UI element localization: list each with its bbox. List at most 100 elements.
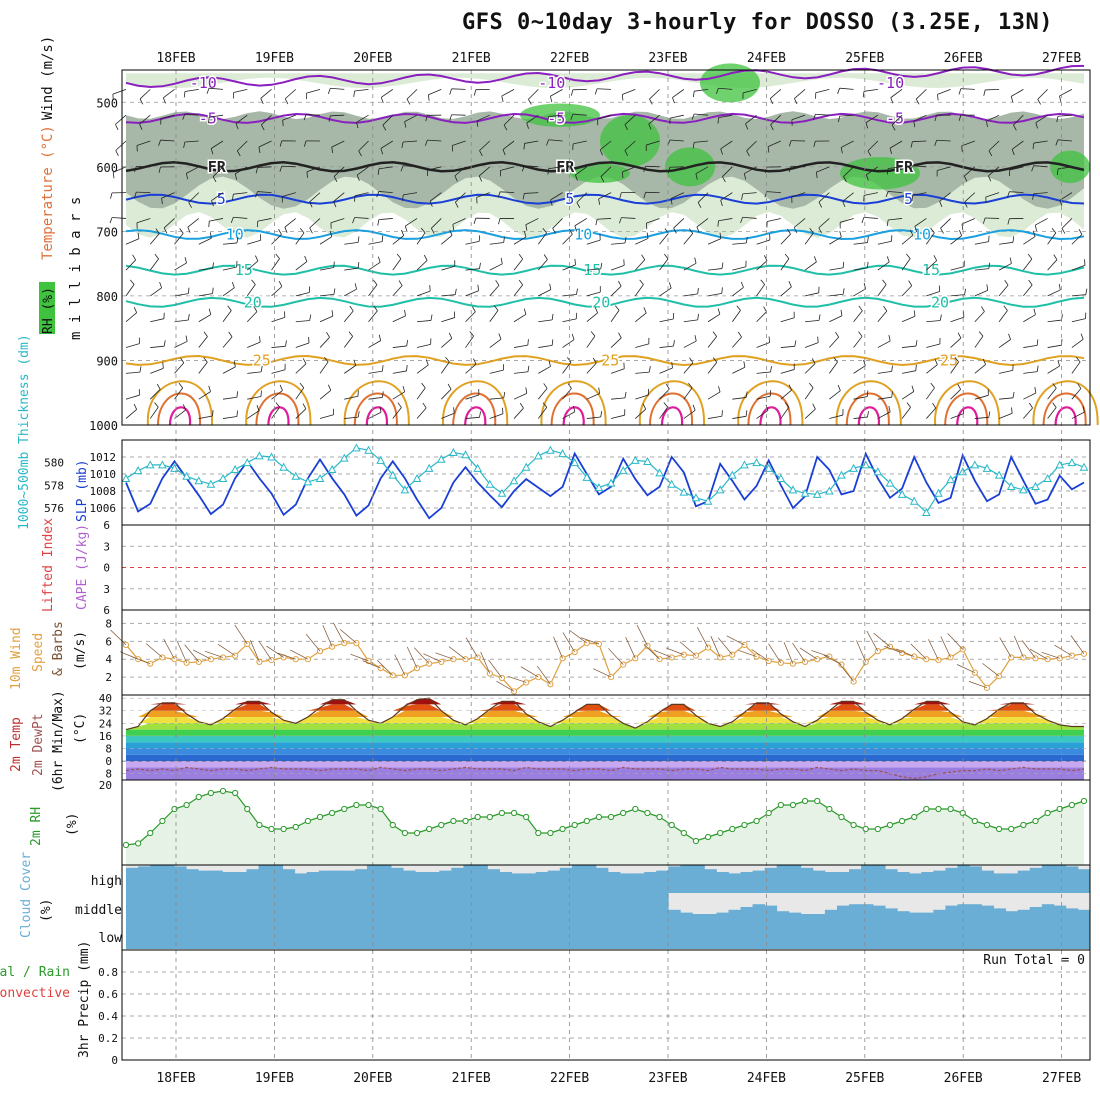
cloud-bar-low <box>138 921 150 949</box>
lifted-index-tick-label: 6 <box>103 604 110 617</box>
page-title: GFS 0~10day 3-hourly for DOSSO (3.25E, 1… <box>462 10 1053 35</box>
wind-speed-point <box>584 641 589 646</box>
cloud-bar-middle <box>933 910 945 921</box>
rh2m-point <box>839 814 844 819</box>
rh2m-point <box>378 806 383 811</box>
cloud-bar-high <box>729 873 741 893</box>
cloud-bar-high <box>403 871 415 893</box>
wind-speed-point <box>778 660 783 665</box>
cloud-bar-middle <box>825 910 837 921</box>
rh2m-point <box>1021 822 1026 827</box>
cloud-bar-low <box>620 921 632 949</box>
isotherm-label: 10 <box>226 226 244 244</box>
cloud-bar-middle <box>716 913 728 921</box>
wind-ylabel-2: Speed <box>31 633 46 672</box>
rh2m-point <box>1009 826 1014 831</box>
top-date-label: 25FEB <box>845 51 884 66</box>
cloud-bar-low <box>813 921 825 949</box>
cloud-bar-middle <box>126 893 138 921</box>
cloud-bar-middle <box>1006 911 1018 921</box>
top-date-label: 26FEB <box>944 51 983 66</box>
top-date-label: 20FEB <box>353 51 392 66</box>
cloud-bar-high <box>355 869 367 893</box>
rh2m-point <box>657 814 662 819</box>
isotherm-label: -5 <box>547 109 565 127</box>
cloud-bar-low <box>741 921 753 949</box>
wind-speed-point <box>511 689 516 694</box>
wind-barb-flag <box>307 172 308 178</box>
temperature-tick-label: 0 <box>105 755 112 768</box>
wind-barb-flag <box>111 193 112 199</box>
rh2m-point <box>269 826 274 831</box>
cloud-bar-middle <box>945 906 957 921</box>
isotherm-label: 25 <box>601 351 619 369</box>
wind-speed-point <box>378 666 383 671</box>
wind-barb-flag <box>283 120 284 126</box>
cloud-bar-high <box>271 865 283 893</box>
temperature-tick-label: 32 <box>99 705 112 718</box>
pressure-tick-label: 600 <box>96 161 118 175</box>
wind-speed-point <box>972 670 977 675</box>
wind-speed-point <box>1081 651 1086 656</box>
rh2m-point <box>802 798 807 803</box>
rh2m-ylabel: 2m RH <box>29 807 44 846</box>
wind-speed-point <box>548 682 553 687</box>
cloud-bar-middle <box>415 893 427 921</box>
cloud-bar-low <box>873 921 885 949</box>
bottom-date-label: 22FEB <box>550 1071 589 1086</box>
cloud-bar-middle <box>897 911 909 921</box>
thickness-tick-label: 578 <box>44 479 64 492</box>
cloud-bar-middle <box>789 913 801 921</box>
cloud-bar-high <box>150 865 162 893</box>
rh2m-point <box>123 842 128 847</box>
cloud-bar-middle <box>704 914 716 921</box>
wind-speed-point <box>863 659 868 664</box>
upper-ylabel-millibars: m i l l i b a r s <box>68 197 84 340</box>
wind-speed-point <box>596 641 601 646</box>
wind-speed-point <box>414 666 419 671</box>
rh2m-point <box>536 830 541 835</box>
precip-legend-total: Total / Rain <box>0 965 70 980</box>
cloud-bar-high <box>680 865 692 893</box>
rh2m-point <box>487 814 492 819</box>
cloud-bar-low <box>1054 921 1066 949</box>
rh2m-point <box>245 806 250 811</box>
cloud-bar-middle <box>234 893 246 921</box>
cloud-bar-middle <box>512 893 524 921</box>
cloud-bar-middle <box>283 893 295 921</box>
isotherm-label: -10 <box>190 74 217 92</box>
rh2m-point <box>439 822 444 827</box>
cloud-bar-high <box>825 872 837 893</box>
rh2m-point <box>136 841 141 846</box>
cloud-bar-middle <box>319 893 331 921</box>
isotherm-label: 5 <box>217 190 226 208</box>
cloud-bar-high <box>463 865 475 893</box>
rh2m-point <box>645 810 650 815</box>
wind-barb-flag <box>818 337 819 343</box>
cloud-bar-middle <box>596 893 608 921</box>
cloud-bar-middle <box>729 910 741 921</box>
thickness-ylabel: 1000~500mb Thickness (dm) <box>17 334 32 530</box>
rh2m-point <box>1045 810 1050 815</box>
cloud-bar-low <box>210 921 222 949</box>
top-date-label: 19FEB <box>255 51 294 66</box>
rh2m-point <box>948 806 953 811</box>
rh2m-point <box>718 830 723 835</box>
cloud-bar-middle <box>632 893 644 921</box>
rh2m-point <box>693 838 698 843</box>
top-date-label: 24FEB <box>747 51 786 66</box>
wind-speed-point <box>208 657 213 662</box>
cloud-bar-high <box>475 865 487 893</box>
cloud-bar-high <box>259 865 271 893</box>
wind-speed-point <box>560 656 565 661</box>
wind-speed-point <box>342 641 347 646</box>
cloud-bar-middle <box>560 893 572 921</box>
bottom-date-label: 24FEB <box>747 1071 786 1086</box>
slp-tick-label: 1006 <box>90 502 117 515</box>
temperature-band <box>126 723 1084 729</box>
cloud-bar-low <box>1078 921 1090 949</box>
cloud-bar-middle <box>909 913 921 921</box>
rh2m-point <box>778 802 783 807</box>
rh2m-point <box>960 810 965 815</box>
rh2m-point <box>730 826 735 831</box>
